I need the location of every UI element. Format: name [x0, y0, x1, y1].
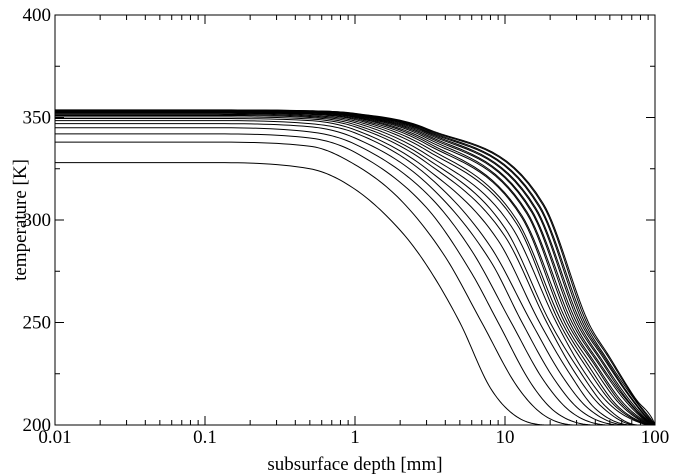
- plot-frame: [54, 14, 656, 426]
- x-tick-label: 1: [350, 427, 360, 448]
- y-tick-label: 400: [23, 5, 52, 26]
- series-layer: [55, 109, 656, 426]
- series-line-2: [55, 141, 655, 426]
- x-axis-label: subsurface depth [mm]: [267, 454, 442, 475]
- series-line-9: [55, 114, 655, 426]
- y-axis-label: temperature [K]: [10, 159, 31, 281]
- series-line-11: [55, 112, 656, 426]
- plot-area: [55, 15, 655, 425]
- series-line-6: [55, 120, 655, 426]
- series-line-10: [55, 113, 656, 426]
- series-line-24: [55, 109, 656, 426]
- x-tick-label: 100: [641, 427, 670, 448]
- y-tick-label: 250: [23, 313, 52, 334]
- series-line-12: [55, 112, 656, 426]
- series-line-5: [55, 123, 655, 426]
- series-line-4: [55, 127, 655, 426]
- y-tick-label: 350: [23, 108, 52, 129]
- series-line-8: [55, 116, 655, 426]
- series-line-1: [55, 162, 655, 426]
- y-tick-label: 200: [23, 415, 52, 436]
- series-line-3: [55, 133, 655, 426]
- x-tick-label: 10: [496, 427, 515, 448]
- y-tick-label: 300: [23, 210, 52, 231]
- series-line-7: [55, 118, 655, 426]
- x-tick-label: 0.01: [38, 427, 71, 448]
- x-tick-label: 0.1: [193, 427, 217, 448]
- y-tick-labels: 200 250 300 350 400: [23, 5, 52, 436]
- x-tick-labels: 0.01 0.1 1 10 100: [38, 427, 669, 448]
